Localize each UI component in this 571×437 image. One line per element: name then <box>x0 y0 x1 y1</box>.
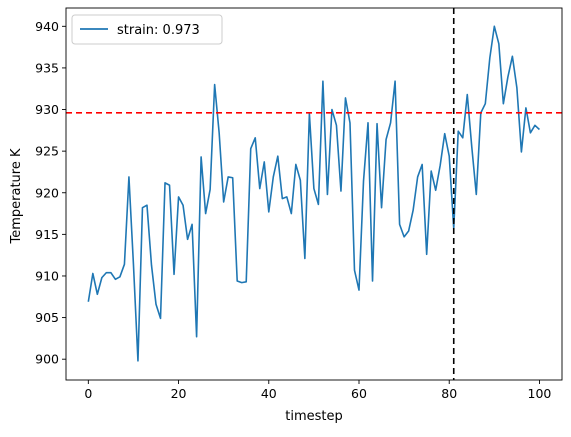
y-axis-label: Temperature K <box>9 148 24 244</box>
x-tick-label: 40 <box>261 386 277 401</box>
x-axis-label: timestep <box>285 409 343 424</box>
y-tick-label: 935 <box>35 60 59 75</box>
y-tick-label: 940 <box>35 19 59 34</box>
legend-series-label: strain: 0.973 <box>117 23 200 38</box>
y-tick-label: 900 <box>35 352 59 367</box>
x-tick-label: 0 <box>84 386 92 401</box>
x-tick-label: 80 <box>441 386 457 401</box>
legend: strain: 0.973 <box>72 15 222 44</box>
y-tick-label: 915 <box>35 227 59 242</box>
y-tick-label: 920 <box>35 185 59 200</box>
x-tick-label: 60 <box>351 386 367 401</box>
y-tick-label: 925 <box>35 144 59 159</box>
x-tick-label: 100 <box>528 386 552 401</box>
y-tick-label: 930 <box>35 102 59 117</box>
y-tick-label: 910 <box>35 268 59 283</box>
x-tick-label: 20 <box>171 386 187 401</box>
y-tick-label: 905 <box>35 310 59 325</box>
